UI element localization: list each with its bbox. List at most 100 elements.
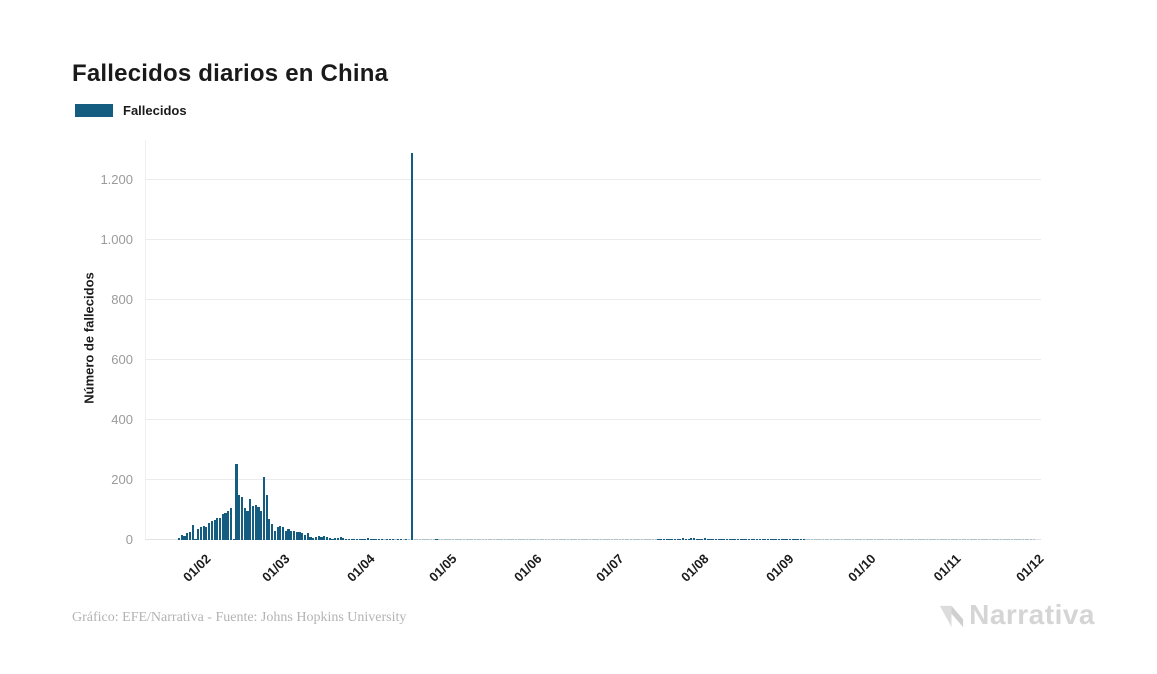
bar[interactable] bbox=[347, 538, 350, 540]
bar[interactable] bbox=[454, 539, 457, 540]
bar[interactable] bbox=[353, 539, 356, 540]
bar[interactable] bbox=[871, 539, 874, 540]
bar[interactable] bbox=[301, 533, 304, 540]
bar[interactable] bbox=[605, 539, 608, 540]
bar[interactable] bbox=[742, 538, 745, 540]
bar[interactable] bbox=[629, 539, 633, 540]
bar[interactable] bbox=[279, 525, 282, 540]
bar[interactable] bbox=[216, 518, 219, 540]
bar[interactable] bbox=[873, 539, 877, 540]
bar[interactable] bbox=[227, 510, 230, 540]
bar[interactable] bbox=[917, 539, 920, 540]
bar[interactable] bbox=[517, 539, 520, 540]
bar[interactable] bbox=[218, 518, 222, 540]
bar[interactable] bbox=[429, 539, 433, 540]
bar[interactable] bbox=[268, 518, 271, 540]
bar[interactable] bbox=[295, 531, 298, 540]
bar[interactable] bbox=[1002, 539, 1005, 540]
bar[interactable] bbox=[676, 538, 679, 540]
bar[interactable] bbox=[706, 538, 709, 540]
bar[interactable] bbox=[709, 539, 712, 540]
bar[interactable] bbox=[840, 539, 844, 540]
bar[interactable] bbox=[355, 538, 359, 540]
bar[interactable] bbox=[410, 152, 413, 540]
bar[interactable] bbox=[693, 537, 696, 540]
bar[interactable] bbox=[649, 539, 652, 540]
bar[interactable] bbox=[610, 539, 613, 540]
bar[interactable] bbox=[383, 539, 386, 540]
bar[interactable] bbox=[909, 539, 912, 540]
bar[interactable] bbox=[328, 537, 331, 540]
bar[interactable] bbox=[879, 539, 882, 540]
bar[interactable] bbox=[997, 539, 1000, 540]
bar[interactable] bbox=[320, 537, 323, 540]
bar[interactable] bbox=[920, 539, 923, 540]
bar[interactable] bbox=[810, 539, 814, 540]
bar[interactable] bbox=[432, 539, 435, 540]
bar[interactable] bbox=[619, 539, 622, 540]
bar[interactable] bbox=[635, 539, 638, 540]
bar[interactable] bbox=[438, 539, 441, 540]
bar[interactable] bbox=[484, 539, 487, 540]
bar[interactable] bbox=[994, 539, 997, 540]
bar[interactable] bbox=[205, 526, 208, 540]
bar[interactable] bbox=[936, 539, 940, 540]
bar[interactable] bbox=[758, 539, 761, 540]
bar[interactable] bbox=[690, 538, 693, 540]
bar[interactable] bbox=[761, 539, 764, 540]
bar[interactable] bbox=[243, 508, 246, 540]
bar[interactable] bbox=[361, 539, 364, 540]
bar[interactable] bbox=[487, 539, 490, 540]
bar[interactable] bbox=[791, 539, 794, 540]
bar[interactable] bbox=[961, 539, 964, 540]
bar[interactable] bbox=[569, 539, 572, 540]
bar[interactable] bbox=[339, 537, 342, 540]
bar[interactable] bbox=[772, 539, 775, 540]
bar[interactable] bbox=[580, 539, 583, 540]
bar[interactable] bbox=[1032, 539, 1035, 540]
bar[interactable] bbox=[534, 539, 537, 540]
bar[interactable] bbox=[1010, 539, 1014, 540]
bar[interactable] bbox=[638, 539, 641, 540]
bar[interactable] bbox=[545, 539, 548, 540]
bar[interactable] bbox=[391, 539, 394, 540]
bar[interactable] bbox=[575, 539, 578, 540]
bar[interactable] bbox=[468, 539, 471, 540]
bar[interactable] bbox=[728, 538, 731, 540]
bar[interactable] bbox=[723, 539, 726, 540]
bar[interactable] bbox=[334, 537, 337, 540]
legend-item-fallecidos[interactable]: Fallecidos bbox=[75, 103, 187, 118]
bar[interactable] bbox=[939, 539, 942, 540]
bar[interactable] bbox=[498, 539, 501, 540]
bar[interactable] bbox=[816, 539, 819, 540]
bar[interactable] bbox=[734, 539, 737, 540]
bar[interactable] bbox=[186, 532, 189, 540]
bar[interactable] bbox=[197, 528, 200, 540]
bar[interactable] bbox=[553, 539, 556, 540]
bar[interactable] bbox=[369, 538, 372, 540]
bar[interactable] bbox=[624, 539, 627, 540]
bar[interactable] bbox=[975, 539, 978, 540]
bar[interactable] bbox=[490, 539, 493, 540]
bar[interactable] bbox=[465, 539, 468, 540]
bar[interactable] bbox=[780, 539, 783, 540]
bar[interactable] bbox=[314, 536, 318, 540]
bar[interactable] bbox=[298, 531, 301, 540]
bar[interactable] bbox=[290, 530, 293, 540]
bar[interactable] bbox=[640, 539, 644, 540]
bar[interactable] bbox=[857, 539, 860, 540]
bar[interactable] bbox=[783, 539, 786, 540]
bar[interactable] bbox=[446, 539, 449, 540]
bar[interactable] bbox=[813, 539, 816, 540]
bar[interactable] bbox=[312, 537, 315, 540]
bar[interactable] bbox=[608, 539, 611, 540]
bar[interactable] bbox=[583, 539, 586, 540]
bar[interactable] bbox=[660, 539, 663, 540]
bar[interactable] bbox=[523, 539, 526, 540]
bar[interactable] bbox=[397, 539, 400, 540]
bar[interactable] bbox=[884, 539, 887, 540]
bar[interactable] bbox=[964, 539, 967, 540]
bar[interactable] bbox=[1030, 539, 1033, 540]
bar[interactable] bbox=[627, 539, 630, 540]
bar[interactable] bbox=[799, 539, 803, 540]
